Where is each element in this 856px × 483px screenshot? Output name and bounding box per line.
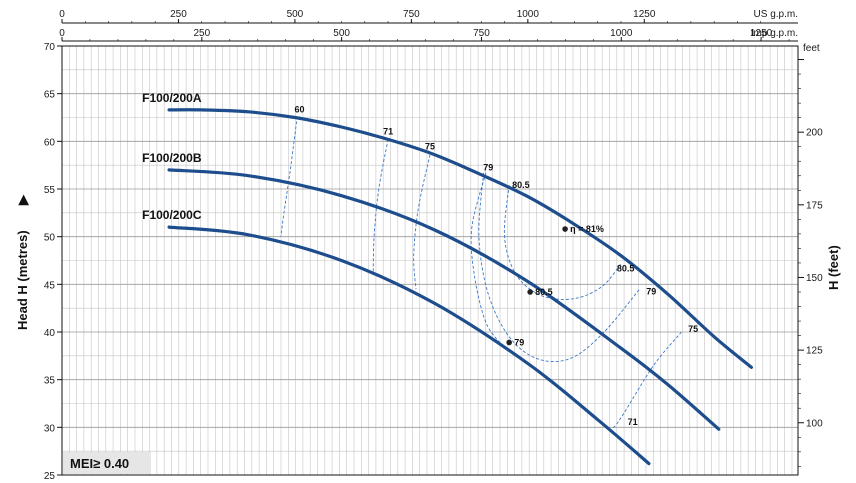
imp-gpm-tick-label: 1000 — [610, 28, 633, 39]
us-gpm-unit: US g.p.m. — [754, 9, 798, 20]
efficiency-label: 60 — [295, 105, 305, 115]
y-tick-label-right: 175 — [806, 200, 823, 211]
series-label-1: F100/200A — [142, 91, 202, 105]
y-tick-label-left: 65 — [44, 90, 56, 101]
y-tick-label-left: 50 — [44, 233, 56, 244]
us-gpm-tick-label: 0 — [59, 9, 65, 20]
y-axis-arrow-icon: ▶ — [15, 194, 30, 206]
series-label-3: F100/200C — [142, 208, 202, 222]
imp-gpm-tick-label: 750 — [473, 28, 490, 39]
efficiency-contour-line — [372, 139, 389, 275]
imp-gpm-unit: Imp g.p.m. — [751, 28, 798, 39]
series-line-3 — [167, 225, 651, 466]
y-tick-label-left: 45 — [44, 280, 56, 291]
efficiency-contour-line — [478, 172, 640, 363]
efficiency-label: 71 — [383, 126, 393, 136]
y-tick-label-left: 40 — [44, 328, 56, 339]
efficiency-label: 75 — [688, 324, 698, 334]
y-axis-title-right: H (feet) — [826, 245, 841, 290]
efficiency-marker — [506, 339, 512, 346]
imp-gpm-tick-label: 500 — [333, 28, 350, 39]
series-line-2 — [167, 168, 721, 431]
left-axis: 25 30 35 40 45 50 55 60 65 70 — [44, 42, 62, 482]
y-axis-title-left: Head H (metres) — [15, 230, 30, 330]
efficiency-contour-line — [503, 185, 622, 300]
imp-gpm-tick-label: 250 — [193, 28, 210, 39]
efficiency-contour-line — [413, 154, 431, 290]
y-tick-label-left: 55 — [44, 185, 56, 196]
series-line-1 — [167, 108, 753, 369]
efficiency-label: 80.5 — [512, 180, 530, 190]
right-axis-unit: feet — [803, 43, 820, 54]
y-tick-label-right: 100 — [806, 418, 823, 429]
efficiency-marker — [527, 289, 533, 295]
y-tick-label-right: 125 — [806, 346, 823, 357]
mei-label: MEI≥ 0.40 — [70, 456, 129, 471]
efficiency-label: 75 — [425, 142, 435, 152]
y-tick-label-left: 60 — [44, 137, 56, 148]
mei-badge: MEI≥ 0.40 — [63, 452, 151, 474]
right-axis: 100 125 150 175 200 — [798, 59, 823, 467]
y-tick-label-left: 70 — [44, 42, 56, 53]
efficiency-label: η = 81% — [570, 224, 604, 234]
efficiency-label: 79 — [483, 163, 493, 173]
us-gpm-tick-label: 250 — [170, 9, 187, 20]
efficiency-contours — [280, 116, 682, 433]
us-gpm-tick-label: 1000 — [517, 9, 540, 20]
imp-gpm-tick-label: 1250 — [750, 28, 773, 39]
efficiency-label: 79 — [646, 287, 656, 297]
efficiency-label: 80.5 — [617, 264, 635, 274]
efficiency-contour-line — [608, 331, 682, 433]
efficiency-label: 71 — [628, 417, 638, 427]
y-tick-label-right: 200 — [806, 128, 823, 139]
series-group: F100/200A F100/200B F100/200C — [142, 91, 753, 466]
series-label-2: F100/200B — [142, 151, 202, 165]
top-axes: 0 250 500 750 1000 1250 US g.p.m.0 250 500 750 100… — [59, 9, 798, 42]
us-gpm-tick-label: 750 — [403, 9, 420, 20]
plot-frame — [61, 45, 799, 476]
us-gpm-tick-label: 1250 — [633, 9, 656, 20]
imp-gpm-tick-label: 0 — [59, 28, 65, 39]
efficiency-contour-line — [470, 172, 503, 346]
y-tick-label-left: 25 — [44, 471, 56, 482]
efficiency-label: 79 — [514, 337, 524, 347]
efficiency-label: 80.5 — [535, 287, 553, 297]
y-tick-label-left: 35 — [44, 376, 56, 387]
y-tick-label-right: 150 — [806, 273, 823, 284]
efficiency-labels: 60 71 75 79 80.5 η = 81% 80.5 79 75 80.5 79 71 — [295, 105, 699, 428]
y-tick-label-left: 30 — [44, 423, 56, 434]
us-gpm-tick-label: 500 — [287, 9, 304, 20]
efficiency-contour-line — [280, 116, 298, 237]
efficiency-marker — [562, 226, 568, 232]
